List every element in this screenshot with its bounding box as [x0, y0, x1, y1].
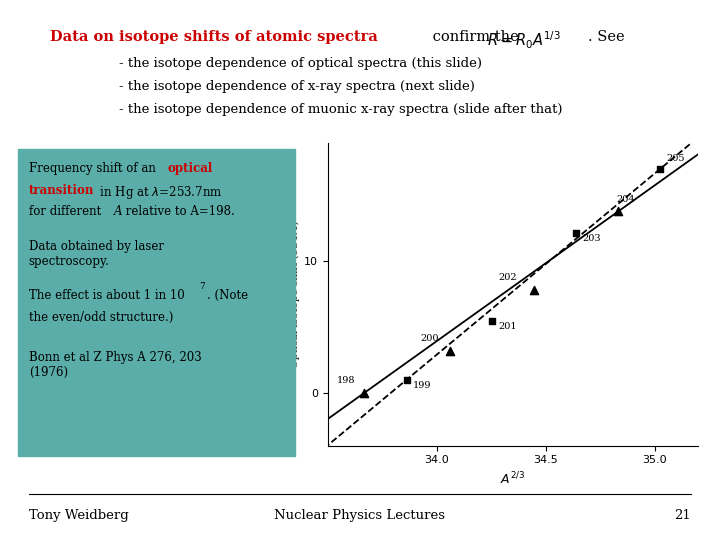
Text: - the isotope dependence of muonic x-ray spectra (slide after that): - the isotope dependence of muonic x-ray…: [119, 103, 562, 116]
Text: Frequency shift of an: Frequency shift of an: [29, 162, 159, 175]
Point: [359, 389, 370, 397]
Text: 201: 201: [498, 322, 517, 331]
Text: 21: 21: [675, 509, 691, 522]
Text: 204: 204: [616, 194, 634, 204]
Text: The effect is about 1 in 10: The effect is about 1 in 10: [29, 289, 184, 302]
Y-axis label: Optical isotope shift (934.4): Optical isotope shift (934.4): [291, 220, 300, 368]
Text: - the isotope dependence of x-ray spectra (next slide): - the isotope dependence of x-ray spectr…: [119, 80, 474, 93]
Text: 202: 202: [498, 273, 517, 282]
Point: [486, 316, 498, 325]
Text: Data obtained by laser
spectroscopy.: Data obtained by laser spectroscopy.: [29, 240, 164, 268]
Text: the even/odd structure.): the even/odd structure.): [29, 310, 174, 323]
Text: 7: 7: [199, 282, 205, 292]
Text: in Hg at $\lambda$=253.7nm: in Hg at $\lambda$=253.7nm: [96, 184, 222, 200]
Text: Data on isotope shifts of atomic spectra: Data on isotope shifts of atomic spectra: [50, 30, 378, 44]
Point: [613, 207, 624, 216]
Text: 200: 200: [420, 334, 439, 343]
Text: A: A: [114, 205, 122, 218]
Text: 199: 199: [413, 381, 431, 390]
Text: for different: for different: [29, 205, 105, 218]
Point: [528, 286, 540, 295]
X-axis label: $A^{2/3}$: $A^{2/3}$: [500, 471, 526, 488]
Text: optical: optical: [168, 162, 213, 175]
Text: transition: transition: [29, 184, 94, 197]
Point: [401, 375, 413, 384]
Point: [570, 228, 582, 237]
Text: relative to A=198.: relative to A=198.: [122, 205, 235, 218]
Text: - the isotope dependence of optical spectra (this slide): - the isotope dependence of optical spec…: [119, 57, 482, 70]
Point: [444, 347, 456, 355]
Text: 198: 198: [337, 376, 356, 385]
Text: confirm the: confirm the: [428, 30, 523, 44]
Text: . (Note: . (Note: [207, 289, 248, 302]
Text: Bonn et al Z Phys A 276, 203
(1976): Bonn et al Z Phys A 276, 203 (1976): [29, 351, 202, 379]
Text: 205: 205: [666, 154, 685, 163]
Text: Tony Weidberg: Tony Weidberg: [29, 509, 129, 522]
Text: $R = R_0 A^{1/3}$: $R = R_0 A^{1/3}$: [487, 30, 562, 51]
Text: 203: 203: [582, 234, 601, 243]
Text: Nuclear Physics Lectures: Nuclear Physics Lectures: [274, 509, 446, 522]
Text: . See: . See: [588, 30, 625, 44]
Point: [654, 165, 665, 174]
